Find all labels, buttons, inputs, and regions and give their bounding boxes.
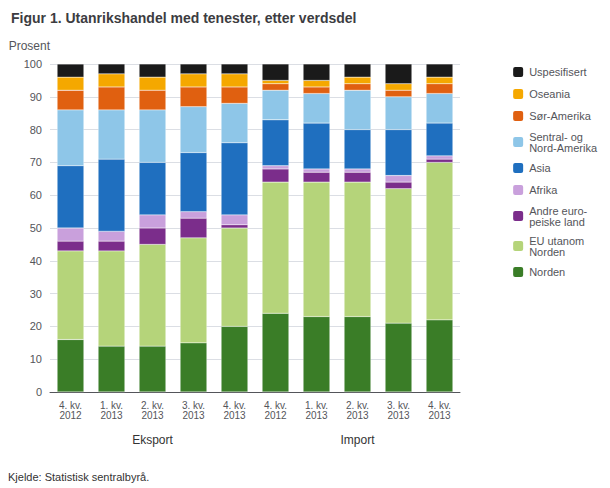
svg-text:4. kv.: 4. kv. [222, 399, 247, 411]
svg-text:Norden: Norden [529, 246, 565, 258]
svg-text:30: 30 [30, 288, 42, 300]
svg-text:4. kv.: 4. kv. [427, 399, 452, 411]
svg-text:Asia: Asia [529, 162, 551, 174]
svg-text:100: 100 [24, 58, 42, 70]
svg-text:Import: Import [340, 433, 375, 447]
svg-text:2013: 2013 [182, 410, 205, 421]
svg-text:2013: 2013 [100, 410, 123, 421]
svg-text:Norden: Norden [529, 266, 565, 278]
svg-text:peiske land: peiske land [529, 216, 585, 228]
svg-text:2013: 2013 [387, 410, 410, 421]
svg-text:Uspesifisert: Uspesifisert [529, 66, 586, 78]
svg-text:90: 90 [30, 91, 42, 103]
svg-text:Prosent: Prosent [9, 39, 51, 53]
svg-text:1. kv.: 1. kv. [99, 399, 124, 411]
svg-text:Afrika: Afrika [529, 184, 558, 196]
svg-text:Figur 1. Utanrikshandel med te: Figur 1. Utanrikshandel med tenester, et… [11, 10, 356, 26]
svg-text:2013: 2013 [305, 410, 328, 421]
svg-text:60: 60 [30, 189, 42, 201]
svg-text:2013: 2013 [428, 410, 451, 421]
svg-text:1. kv.: 1. kv. [304, 399, 329, 411]
svg-text:4. kv.: 4. kv. [263, 399, 288, 411]
svg-text:Sør-Amerika: Sør-Amerika [529, 110, 592, 122]
svg-text:2013: 2013 [141, 410, 164, 421]
svg-text:3. kv.: 3. kv. [181, 399, 206, 411]
svg-text:Eksport: Eksport [132, 433, 173, 447]
svg-text:Sentral- og: Sentral- og [529, 130, 583, 143]
svg-text:80: 80 [30, 124, 42, 136]
svg-text:Oseania: Oseania [529, 88, 571, 100]
svg-text:2012: 2012 [59, 410, 82, 421]
svg-text:4. kv.: 4. kv. [58, 399, 83, 411]
svg-text:2. kv.: 2. kv. [345, 399, 370, 411]
svg-text:3. kv.: 3. kv. [386, 399, 411, 411]
svg-text:Kjelde: Statistisk sentralbyrå: Kjelde: Statistisk sentralbyrå. [8, 471, 149, 483]
svg-text:2. kv.: 2. kv. [140, 399, 165, 411]
svg-text:2013: 2013 [346, 410, 369, 421]
svg-text:10: 10 [30, 353, 42, 365]
svg-text:0: 0 [36, 386, 42, 398]
svg-text:Andre euro-: Andre euro- [529, 204, 588, 217]
svg-text:70: 70 [30, 156, 42, 168]
svg-text:2012: 2012 [264, 410, 287, 421]
svg-text:50: 50 [30, 222, 42, 234]
svg-text:EU utanom: EU utanom [529, 234, 585, 247]
svg-text:2013: 2013 [223, 410, 246, 421]
svg-text:Nord-Amerika: Nord-Amerika [529, 142, 598, 154]
svg-text:40: 40 [30, 255, 42, 267]
svg-text:20: 20 [30, 320, 42, 332]
